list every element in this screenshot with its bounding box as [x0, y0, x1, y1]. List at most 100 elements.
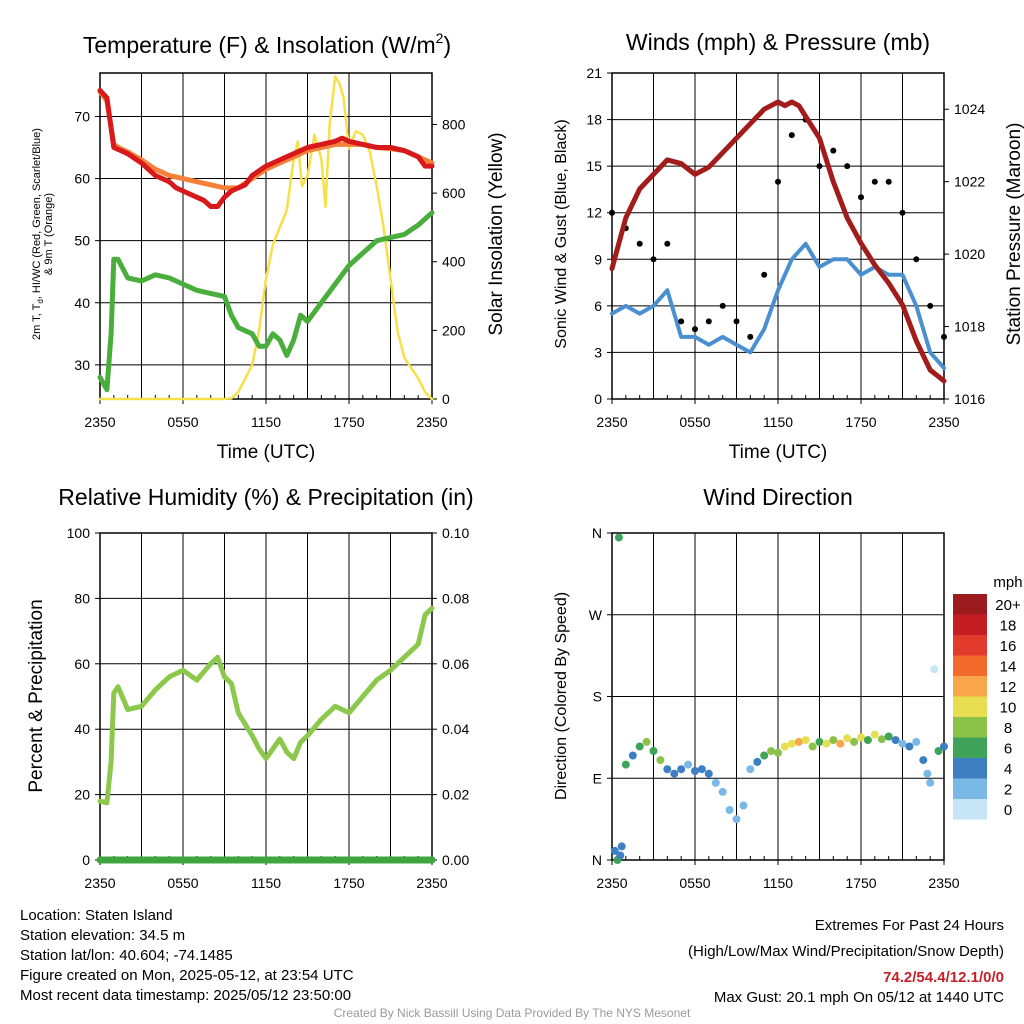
gust-point — [705, 318, 712, 325]
gust-point — [788, 132, 795, 139]
direction-point — [891, 736, 900, 745]
legend-swatch — [953, 799, 987, 820]
direction-point — [656, 756, 665, 765]
direction-point — [870, 730, 879, 739]
gust-point — [650, 256, 657, 263]
x-tick-label: 1150 — [763, 875, 793, 891]
temp-ylabel-left-1: 2m T, Td, HI/WC (Red, Green, Scarlet/Blu… — [31, 128, 45, 340]
direction-point — [898, 739, 907, 748]
gust-point — [775, 178, 781, 185]
gust-point — [844, 163, 851, 170]
direction-point — [857, 733, 865, 742]
y2-tick-label: 0.00 — [442, 852, 469, 868]
direction-point — [836, 739, 845, 748]
direction-point — [930, 665, 939, 674]
x-tick-label: 2350 — [928, 875, 959, 891]
station-location: Location: Staten Island — [20, 907, 173, 924]
gust-point — [761, 271, 768, 278]
y-tick-label: 20 — [74, 787, 90, 803]
series-relative-humidity — [97, 605, 435, 806]
plot-frame — [611, 532, 945, 861]
direction-point — [697, 765, 706, 774]
recent-timestamp: Most recent data timestamp: 2025/05/12 2… — [20, 987, 352, 1004]
legend-label: 20+ — [995, 597, 1021, 614]
legend-label: 0 — [1004, 802, 1012, 819]
direction-point — [649, 747, 658, 755]
y2-tick-label: 0.04 — [442, 721, 469, 737]
y-tick-label: 80 — [74, 590, 90, 606]
y-tick-label: 18 — [586, 112, 602, 128]
wind-xlabel: Time (UTC) — [729, 442, 828, 463]
direction-point — [801, 736, 810, 745]
direction-point — [767, 747, 776, 755]
wind-ylabel-right: Station Pressure (Maroon) — [1004, 123, 1024, 346]
gust-point — [664, 240, 671, 247]
series-station-pressure-maroon — [609, 99, 947, 384]
x-tick-label: 2350 — [84, 414, 115, 430]
y-tick-label: 60 — [74, 171, 90, 187]
x-tick-label: 0550 — [679, 875, 710, 891]
x-tick-label: 1750 — [333, 875, 364, 891]
series-solar-insolation-yellow — [98, 75, 434, 401]
legend-label: 18 — [1000, 618, 1017, 635]
y-tick-label: 100 — [67, 525, 91, 541]
plot-frame — [99, 72, 433, 400]
direction-point — [774, 748, 782, 757]
legend-label: 4 — [1004, 761, 1012, 778]
y-tick-label: 9 — [594, 251, 602, 267]
direction-point — [919, 756, 928, 765]
direction-point — [940, 742, 948, 751]
y2-tick-label: 1016 — [954, 391, 985, 407]
legend-title: mph — [993, 574, 1022, 591]
y-tick-label: W — [589, 607, 603, 623]
direction-point — [760, 751, 769, 760]
direction-point — [815, 737, 824, 746]
y-tick-label: 30 — [74, 357, 90, 373]
temp-ylabel-right: Solar Insolation (Yellow) — [486, 132, 507, 335]
direction-point — [905, 742, 914, 751]
y-tick-label: 40 — [74, 295, 90, 311]
temp-ylabel-left-2: & 9m T (Orange) — [43, 193, 55, 275]
y2-tick-label: 1022 — [954, 174, 985, 190]
temp-panel-title: Temperature (F) & Insolation (W/m2) — [83, 30, 451, 58]
direction-point — [923, 769, 932, 778]
gust-point — [830, 147, 837, 154]
y-tick-label: 0 — [594, 391, 602, 407]
gust-point — [747, 333, 754, 340]
direction-point — [711, 778, 720, 787]
y-tick-label: 6 — [594, 298, 602, 314]
y-tick-label: N — [592, 852, 602, 868]
direction-point — [718, 787, 727, 796]
y-tick-label: 21 — [586, 65, 602, 81]
extremes-legend: (High/Low/Max Wind/Precipitation/Snow De… — [688, 943, 1004, 960]
panel-temperature: 30 40 50 60 70 0 200 400 600 800 2350 0550 1150 1750 2… — [74, 72, 466, 430]
y2-tick-label: 200 — [442, 322, 466, 338]
legend-label: 2 — [1004, 782, 1012, 799]
direction-point — [877, 735, 886, 744]
x-tick-label: 0550 — [167, 414, 198, 430]
legend-label: 14 — [1000, 659, 1017, 676]
direction-point — [628, 751, 637, 760]
y2-tick-label: 0.08 — [442, 590, 469, 606]
extremes-info: Extremes For Past 24 Hours (High/Low/Max… — [688, 916, 1004, 1008]
direction-point — [616, 851, 625, 860]
y-tick-label: 0 — [82, 852, 90, 868]
legend-swatch — [953, 676, 987, 697]
direction-point — [617, 842, 626, 851]
temp-xlabel: Time (UTC) — [217, 442, 316, 463]
figure-created: Figure created on Mon, 2025-05-12, at 23… — [20, 967, 354, 984]
gust-point — [858, 194, 864, 201]
direction-point — [843, 734, 852, 743]
x-tick-label: 1750 — [333, 414, 364, 430]
wind-ylabel-left: Sonic Wind & Gust (Blue, Black) — [553, 119, 570, 348]
dir-ylabel-left: Direction (Colored By Speed) — [553, 592, 570, 800]
dir-panel-title: Wind Direction — [703, 484, 853, 510]
gust-point — [927, 302, 934, 309]
rh-panel-title: Relative Humidity (%) & Precipitation (i… — [58, 484, 473, 510]
y-tick-label: E — [593, 770, 602, 786]
legend-label: 10 — [1000, 700, 1017, 717]
x-tick-label: 1150 — [251, 414, 281, 430]
legend-swatch — [953, 655, 987, 676]
wind-panel-title: Winds (mph) & Pressure (mb) — [626, 29, 930, 55]
